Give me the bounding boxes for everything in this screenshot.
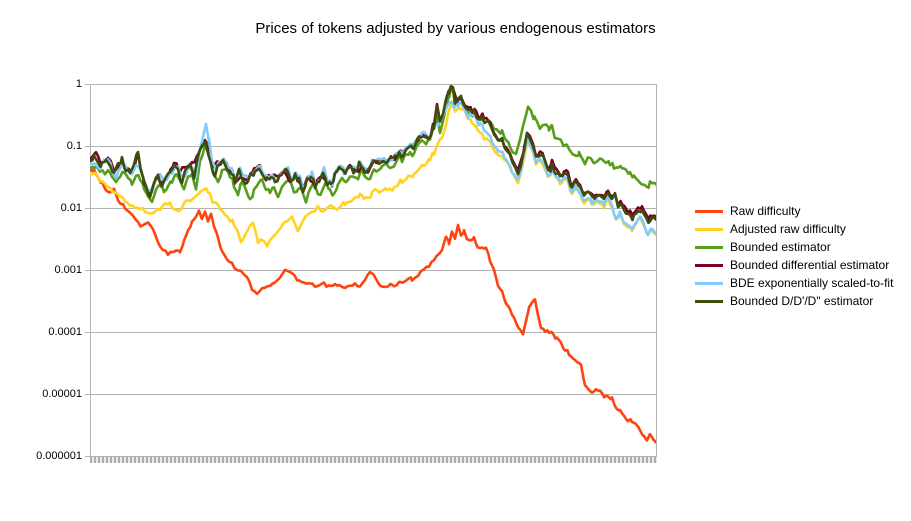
series-lines [90, 84, 656, 444]
chart-title: Prices of tokens adjusted by various end… [255, 20, 656, 37]
legend-swatch [695, 299, 723, 303]
y-axis-label: 0.001 [54, 264, 82, 276]
x-axis-tick-strip [90, 457, 657, 463]
legend-swatch [695, 245, 723, 249]
legend-label: Bounded estimator [730, 240, 831, 254]
y-axis-label: 0.00001 [42, 388, 82, 400]
legend-label: Bounded differential estimator [730, 258, 890, 272]
legend-label: BDE exponentially scaled-to-fit [730, 276, 894, 290]
y-axis-label: 0.000001 [36, 450, 82, 462]
legend-item-bounded-ddd-estimator: Bounded D/D'/D" estimator [695, 292, 893, 310]
legend-swatch [695, 281, 723, 285]
legend-item-bounded-estimator: Bounded estimator [695, 238, 893, 256]
legend-item-raw-difficulty: Raw difficulty [695, 202, 893, 220]
legend-item-adjusted-raw-difficulty: Adjusted raw difficulty [695, 220, 893, 238]
gridlines [85, 84, 657, 457]
series-line-raw-difficulty [90, 167, 656, 444]
legend-swatch [695, 263, 723, 267]
legend-label: Raw difficulty [730, 204, 801, 218]
legend-label: Adjusted raw difficulty [730, 222, 846, 236]
series-line-bounded-ddd-estimator [90, 84, 656, 225]
legend-swatch [695, 227, 723, 231]
legend-item-bounded-differential-estimator: Bounded differential estimator [695, 256, 893, 274]
legend-item-bde-exponentially-scaled-to-fit: BDE exponentially scaled-to-fit [695, 274, 893, 292]
y-axis-label: 0.0001 [48, 326, 82, 338]
legend: Raw difficulty Adjusted raw difficulty Bou… [695, 202, 893, 310]
y-axis-label: 0.1 [66, 140, 82, 152]
series-line-bde-exponentially-scaled-to-fit [90, 100, 656, 237]
legend-label: Bounded D/D'/D" estimator [730, 294, 874, 308]
y-axis-label: 0.01 [60, 202, 82, 214]
y-axis-label: 1 [75, 78, 82, 90]
legend-swatch [695, 209, 723, 213]
